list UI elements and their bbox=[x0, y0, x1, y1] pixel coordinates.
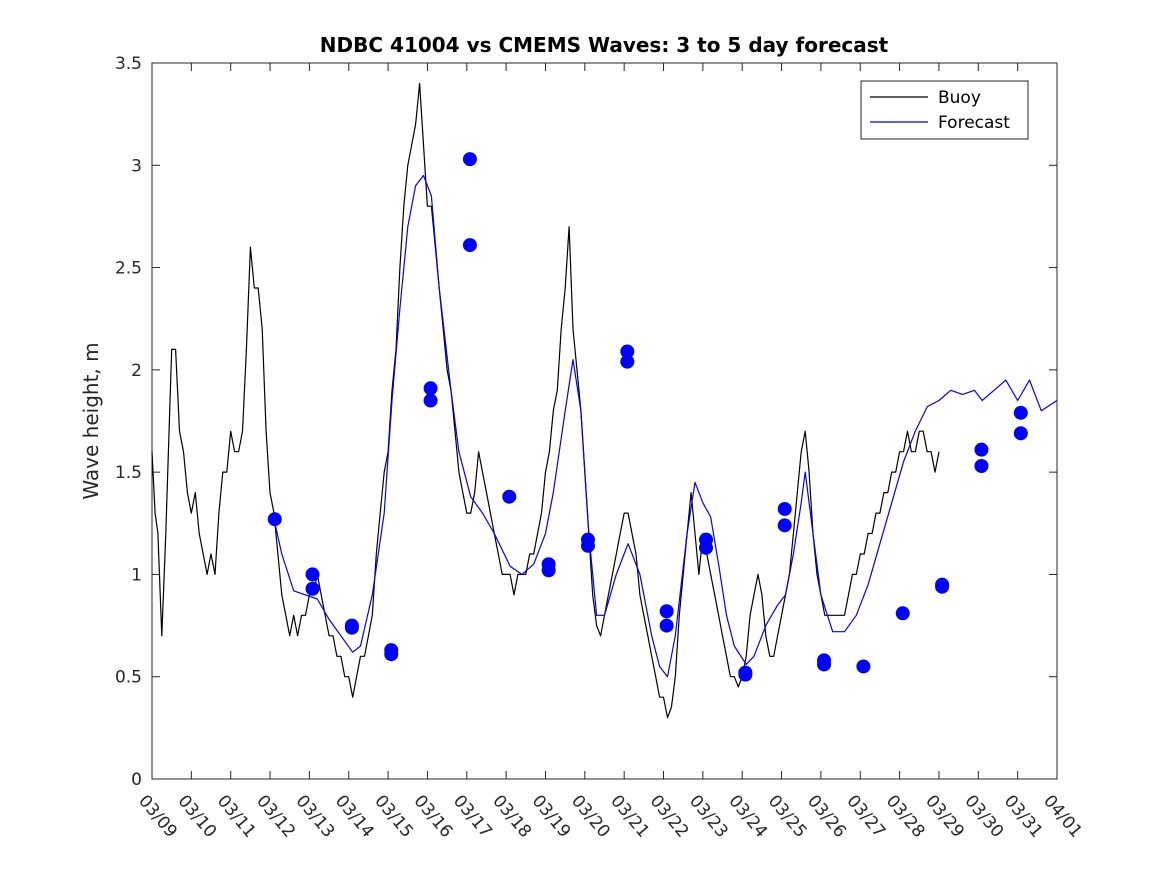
forecast-marker bbox=[817, 657, 832, 672]
y-tick-label: 2.5 bbox=[115, 259, 142, 279]
y-tick-label: 0 bbox=[131, 770, 142, 790]
forecast-marker bbox=[974, 459, 989, 474]
forecast-marker bbox=[777, 518, 792, 533]
plot-area bbox=[151, 62, 1058, 780]
forecast-marker bbox=[895, 606, 910, 621]
y-axis: 0 0.5 1 1.5 2 2.5 3 3.5 bbox=[115, 54, 1057, 790]
y-tick-label: 1 bbox=[131, 565, 142, 585]
y-tick-label: 1.5 bbox=[115, 463, 142, 483]
legend-box bbox=[860, 80, 1029, 140]
forecast-marker bbox=[1013, 426, 1028, 441]
series-layer bbox=[151, 82, 1058, 719]
forecast-marker bbox=[305, 581, 320, 596]
chart-title: NDBC 41004 vs CMEMS Waves: 3 to 5 day fo… bbox=[320, 33, 889, 57]
forecast-markers bbox=[267, 152, 1028, 682]
legend: Buoy Forecast bbox=[860, 80, 1029, 140]
y-tick-label: 3.5 bbox=[115, 54, 142, 74]
y-axis-label: Wave height, m bbox=[79, 342, 103, 499]
y-tick-label: 3 bbox=[131, 156, 142, 176]
forecast-marker bbox=[580, 538, 595, 553]
forecast-marker bbox=[856, 659, 871, 674]
series-line-buoy bbox=[151, 82, 940, 719]
forecast-marker bbox=[738, 667, 753, 682]
forecast-marker bbox=[659, 618, 674, 633]
forecast-marker bbox=[305, 567, 320, 582]
forecast-marker bbox=[462, 152, 477, 167]
legend-label-forecast: Forecast bbox=[938, 113, 1010, 133]
forecast-marker bbox=[384, 647, 399, 662]
forecast-marker bbox=[267, 512, 282, 527]
forecast-marker bbox=[462, 238, 477, 253]
y-tick-label: 0.5 bbox=[115, 668, 142, 688]
forecast-marker bbox=[541, 563, 556, 578]
y-tick-label: 2 bbox=[131, 361, 142, 381]
forecast-marker bbox=[935, 579, 950, 594]
series-line-forecast bbox=[273, 174, 1058, 678]
forecast-marker bbox=[423, 381, 438, 396]
forecast-marker bbox=[777, 501, 792, 516]
forecast-marker bbox=[699, 540, 714, 555]
forecast-marker bbox=[1013, 405, 1028, 420]
legend-label-buoy: Buoy bbox=[938, 88, 981, 108]
forecast-marker bbox=[659, 604, 674, 619]
forecast-marker bbox=[423, 393, 438, 408]
forecast-marker bbox=[620, 354, 635, 369]
forecast-marker bbox=[974, 442, 989, 457]
forecast-marker bbox=[502, 489, 517, 504]
forecast-marker bbox=[344, 620, 359, 635]
